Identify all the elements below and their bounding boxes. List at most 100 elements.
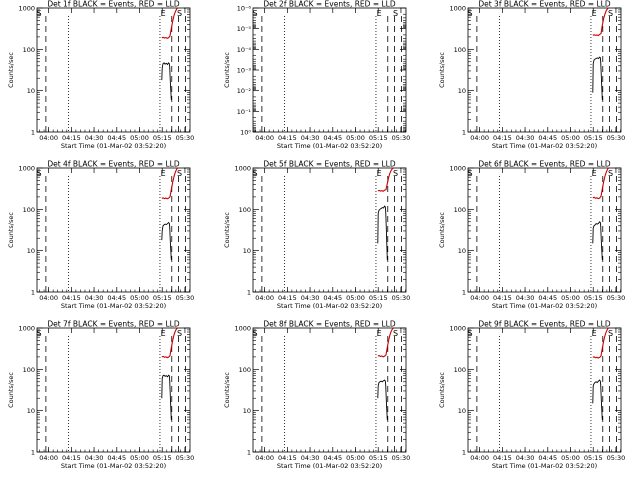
event-marker-label: S <box>253 329 258 338</box>
events-series-line <box>377 205 388 260</box>
event-marker-label: E <box>161 329 166 338</box>
x-tick-label: 04:30 <box>85 294 104 302</box>
x-tick-label: 05:00 <box>346 454 365 462</box>
event-marker-label: E <box>161 169 166 178</box>
x-tick-label: 05:30 <box>176 134 195 142</box>
y-axis-label: Counts/sec <box>223 52 231 88</box>
event-marker-label: S <box>177 9 182 18</box>
y-axis-label: Counts/sec <box>7 52 15 88</box>
y-tick-label: 10⁻³ <box>237 67 252 75</box>
x-tick-label: 05:30 <box>607 454 626 462</box>
x-tick-label: 04:00 <box>470 454 489 462</box>
y-axis-label: Counts/sec <box>7 372 15 408</box>
x-axis-label: Start Time (01-Mar-02 03:52:20) <box>61 462 166 470</box>
x-tick-label: 05:00 <box>130 294 149 302</box>
y-tick-label: 10 <box>458 87 466 95</box>
x-axis-label: Start Time (01-Mar-02 03:52:20) <box>492 302 597 310</box>
chart-panel-3: Det 3f BLACK = Events, RED = LLD Start Ti… <box>438 0 625 150</box>
event-marker-label: S <box>177 169 182 178</box>
event-marker-label: E <box>161 9 166 18</box>
y-tick-label: 1 <box>31 129 35 137</box>
x-tick-label: 04:30 <box>301 454 320 462</box>
chart-title: Det 7f BLACK = Events, RED = LLD <box>47 320 180 329</box>
x-tick-label: 04:00 <box>39 454 58 462</box>
event-marker-label: S <box>253 9 258 18</box>
x-tick-label: 04:00 <box>470 294 489 302</box>
event-marker-label: S <box>468 169 473 178</box>
x-axis-label: Start Time (01-Mar-02 03:52:20) <box>277 462 382 470</box>
x-tick-label: 05:15 <box>153 294 172 302</box>
y-tick-label: 10⁻⁴ <box>237 46 252 54</box>
event-marker-label: S <box>608 9 613 18</box>
x-tick-label: 04:15 <box>62 454 81 462</box>
x-tick-label: 04:15 <box>278 454 297 462</box>
x-tick-label: 04:15 <box>62 134 81 142</box>
y-tick-label: 100 <box>23 46 35 54</box>
y-tick-label: 10 <box>27 247 35 255</box>
x-tick-label: 05:00 <box>561 134 580 142</box>
y-tick-label: 100 <box>23 366 35 374</box>
lld-series-line <box>592 327 610 359</box>
lld-series-line <box>161 7 179 39</box>
x-tick-label: 04:45 <box>323 134 342 142</box>
x-tick-label: 04:15 <box>62 294 81 302</box>
events-series-line <box>592 379 603 420</box>
y-tick-label: 10 <box>243 407 251 415</box>
y-axis-label: Counts/sec <box>438 372 446 408</box>
event-marker-label: S <box>177 329 182 338</box>
x-tick-label: 05:15 <box>369 294 388 302</box>
x-tick-label: 04:45 <box>538 134 557 142</box>
plot-frame <box>36 167 191 293</box>
event-marker-label: S <box>393 9 398 18</box>
x-tick-label: 05:00 <box>346 294 365 302</box>
y-tick-label: 10 <box>27 87 35 95</box>
lld-series-line <box>377 167 394 192</box>
y-tick-label: 1000 <box>449 325 466 333</box>
chart-title: Det 9f BLACK = Events, RED = LLD <box>478 320 611 329</box>
y-axis-label: Counts/sec <box>7 212 15 248</box>
y-tick-label: 1000 <box>18 325 35 333</box>
x-tick-label: 05:30 <box>392 294 411 302</box>
lld-series-line <box>592 7 609 37</box>
x-tick-label: 04:00 <box>255 134 274 142</box>
event-marker-label: E <box>377 9 382 18</box>
y-tick-label: 100 <box>454 206 466 214</box>
y-tick-label: 100 <box>239 366 251 374</box>
event-marker-label: S <box>468 9 473 18</box>
chart-title: Det 1f BLACK = Events, RED = LLD <box>47 0 180 9</box>
chart-title: Det 2f BLACK = Events, RED = LLD <box>263 0 396 9</box>
chart-panel-7: Det 7f BLACK = Events, RED = LLD Start Ti… <box>7 320 194 471</box>
y-tick-label: 100 <box>239 206 251 214</box>
y-tick-label: 1000 <box>449 165 466 173</box>
chart-title: Det 8f BLACK = Events, RED = LLD <box>263 320 396 329</box>
event-marker-label: S <box>253 169 258 178</box>
chart-panel-4: Det 4f BLACK = Events, RED = LLD Start Ti… <box>7 160 194 311</box>
x-tick-label: 05:30 <box>607 134 626 142</box>
x-tick-label: 04:15 <box>278 294 297 302</box>
y-tick-label: 1000 <box>18 165 35 173</box>
event-marker-label: E <box>592 169 597 178</box>
y-axis-label: Counts/sec <box>438 52 446 88</box>
x-tick-label: 04:45 <box>538 454 557 462</box>
x-tick-label: 04:30 <box>516 454 535 462</box>
x-tick-label: 04:15 <box>493 294 512 302</box>
x-tick-label: 04:00 <box>39 134 58 142</box>
y-tick-label: 10⁻⁶ <box>237 5 252 13</box>
x-axis-label: Start Time (01-Mar-02 03:52:20) <box>61 142 166 150</box>
x-tick-label: 05:30 <box>176 294 195 302</box>
y-tick-label: 100 <box>454 46 466 54</box>
x-tick-label: 05:15 <box>584 454 603 462</box>
event-marker-label: S <box>37 329 42 338</box>
y-tick-label: 1000 <box>449 5 466 13</box>
events-series-line <box>161 221 172 260</box>
event-marker-label: E <box>592 9 597 18</box>
lld-series-line <box>161 327 178 359</box>
x-tick-label: 05:30 <box>607 294 626 302</box>
event-marker-label: S <box>37 9 42 18</box>
x-tick-label: 04:45 <box>107 454 126 462</box>
x-tick-label: 04:30 <box>85 134 104 142</box>
y-tick-label: 1000 <box>234 165 251 173</box>
y-tick-label: 1000 <box>18 5 35 13</box>
event-marker-label: S <box>37 169 42 178</box>
x-tick-label: 05:00 <box>561 454 580 462</box>
